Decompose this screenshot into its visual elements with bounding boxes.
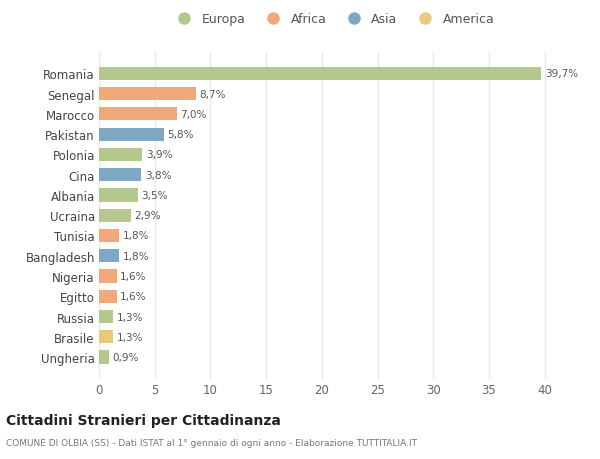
Text: 0,9%: 0,9% [112, 353, 139, 362]
Text: Cittadini Stranieri per Cittadinanza: Cittadini Stranieri per Cittadinanza [6, 414, 281, 428]
Bar [99, 250, 119, 263]
Text: 1,6%: 1,6% [120, 271, 146, 281]
Text: 1,3%: 1,3% [117, 332, 143, 342]
Bar [99, 230, 119, 242]
Bar [99, 169, 142, 182]
Text: 1,8%: 1,8% [122, 231, 149, 241]
Bar [99, 88, 196, 101]
Bar [99, 149, 142, 162]
Bar [99, 128, 164, 141]
Text: 39,7%: 39,7% [545, 69, 578, 79]
Bar [99, 67, 541, 81]
Legend: Europa, Africa, Asia, America: Europa, Africa, Asia, America [172, 13, 494, 26]
Bar [99, 290, 117, 303]
Text: 1,8%: 1,8% [122, 251, 149, 261]
Bar [99, 351, 109, 364]
Text: 1,3%: 1,3% [117, 312, 143, 322]
Bar [99, 330, 113, 344]
Bar [99, 209, 131, 222]
Bar [99, 310, 113, 324]
Text: 8,7%: 8,7% [199, 90, 226, 100]
Text: 1,6%: 1,6% [120, 291, 146, 302]
Text: 2,9%: 2,9% [134, 211, 161, 221]
Bar [99, 270, 117, 283]
Text: 5,8%: 5,8% [167, 130, 193, 140]
Text: COMUNE DI OLBIA (SS) - Dati ISTAT al 1° gennaio di ogni anno - Elaborazione TUTT: COMUNE DI OLBIA (SS) - Dati ISTAT al 1° … [6, 438, 417, 447]
Text: 3,9%: 3,9% [146, 150, 172, 160]
Bar [99, 189, 138, 202]
Text: 7,0%: 7,0% [181, 110, 207, 120]
Bar [99, 108, 177, 121]
Text: 3,5%: 3,5% [142, 190, 168, 201]
Text: 3,8%: 3,8% [145, 170, 171, 180]
